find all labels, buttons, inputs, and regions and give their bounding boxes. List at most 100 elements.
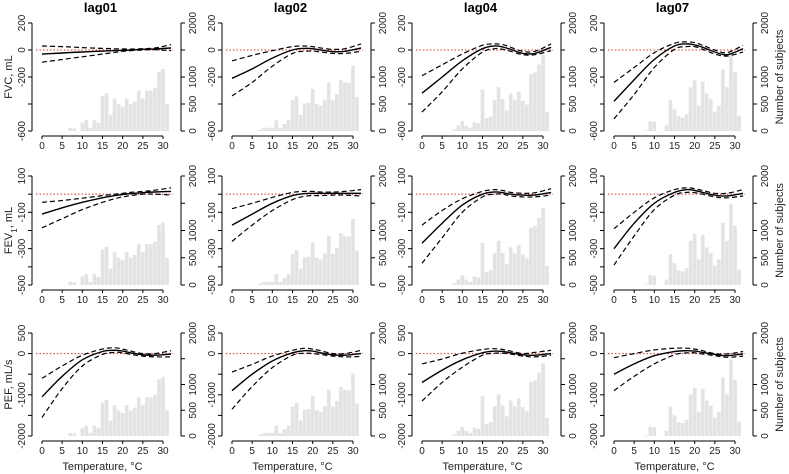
histogram-bar <box>464 430 469 436</box>
right-y-tick-label: 1000 <box>378 373 389 396</box>
right-y-tick-label: 2000 <box>568 11 579 34</box>
estimate-line <box>41 190 172 215</box>
ci-upper-line <box>613 347 744 359</box>
histogram-bar <box>96 276 101 285</box>
histogram-bar <box>508 93 513 131</box>
histogram-bar <box>278 127 283 131</box>
histogram-bar <box>713 265 717 285</box>
histogram-bar <box>132 407 137 436</box>
histogram-bar <box>500 99 505 131</box>
histogram-bar <box>541 363 545 436</box>
right-y-tick-label: 500 <box>760 249 771 266</box>
panel-lag01-row2 <box>28 332 185 444</box>
histogram-bar <box>545 417 549 436</box>
right-y-tick-label: 2000 <box>568 321 579 344</box>
histogram-bar <box>88 432 93 436</box>
histogram-bar <box>310 88 315 131</box>
x-tick-label: 20 <box>307 295 319 306</box>
right-y-tick-label: 1000 <box>760 65 771 88</box>
left-y-tick-label: 500 <box>17 324 28 341</box>
x-tick-label: 15 <box>477 295 489 306</box>
x-tick-label: 20 <box>117 446 129 457</box>
histogram-bar <box>696 411 701 436</box>
ci-lower-line <box>421 352 552 402</box>
ci-upper-line <box>41 347 172 379</box>
histogram-bar <box>262 432 267 436</box>
x-tick-label: 30 <box>537 141 549 152</box>
histogram-bar <box>648 275 653 285</box>
histogram-bar <box>351 373 355 436</box>
column-title-lag07: lag07 <box>656 0 689 15</box>
histogram-bar <box>331 406 335 436</box>
x-tick-label: 5 <box>249 295 255 306</box>
histogram-bar <box>644 130 649 131</box>
histogram-bar <box>347 236 351 285</box>
ylabel-main: FEV <box>3 232 15 254</box>
column-title-lag02: lag02 <box>274 0 307 15</box>
histogram-bar <box>684 268 689 285</box>
histogram-bar <box>278 281 283 285</box>
histogram-bar <box>533 380 537 436</box>
histogram-bar <box>737 269 741 285</box>
histogram-bar <box>326 235 331 285</box>
ylabel-tail: , mL <box>3 207 15 228</box>
histogram-bar <box>128 257 133 285</box>
histogram-bar <box>644 284 649 285</box>
left-y-tick-label: -300 <box>397 238 408 258</box>
histogram-bar <box>680 423 685 436</box>
histogram-bar <box>157 225 161 285</box>
panel-lag01-row1 <box>28 175 185 293</box>
histogram-bar <box>696 259 701 285</box>
histogram-bar <box>516 398 521 436</box>
ci-upper-line <box>613 187 744 230</box>
ci-lower-line <box>231 50 362 97</box>
x-tick-label: 20 <box>307 141 319 152</box>
histogram-bar <box>335 94 339 131</box>
ci-lower-line <box>231 352 362 410</box>
histogram-bar <box>104 246 109 285</box>
histogram-bar <box>84 425 89 436</box>
histogram-bar <box>161 222 165 285</box>
left-y-tick-label: -100 <box>207 202 218 222</box>
histogram-bar <box>652 427 657 436</box>
right-y-tick-label: 500 <box>568 401 579 418</box>
left-y-tick-label: 0 <box>17 47 28 53</box>
histogram-bar <box>290 100 295 131</box>
histogram-bar <box>104 399 109 436</box>
x-tick-label: 25 <box>327 141 339 152</box>
left-y-tick-label: 0 <box>589 350 600 356</box>
histogram-bar <box>100 95 105 131</box>
histogram-bar <box>688 87 693 131</box>
ci-lower-line <box>41 351 172 418</box>
histogram-bar <box>504 264 509 285</box>
histogram-bar <box>488 422 493 436</box>
ci-lower-line <box>613 191 744 266</box>
left-y-tick-label: -500 <box>17 275 28 295</box>
histogram-bar <box>80 122 85 131</box>
histogram-bar <box>700 234 705 285</box>
x-tick-label: 0 <box>611 295 617 306</box>
histogram-bar <box>108 114 113 131</box>
x-tick-label: 30 <box>347 295 359 306</box>
x-tick-label: 5 <box>249 446 255 457</box>
histogram-bar <box>92 425 97 436</box>
histogram-bar <box>145 397 149 436</box>
right-y-tick-label: 1000 <box>568 65 579 88</box>
histogram-bar <box>713 417 717 436</box>
histogram-bar <box>704 400 709 436</box>
histogram-bar <box>124 252 129 285</box>
histogram-bar <box>504 416 509 436</box>
histogram-bar <box>294 403 299 436</box>
left-y-tick-label: 500 <box>397 324 408 341</box>
histogram-bar <box>266 432 271 436</box>
histogram-bar <box>652 121 657 131</box>
histogram-bar <box>545 265 549 285</box>
histogram-bar <box>331 253 335 285</box>
x-tick-label: 30 <box>729 141 741 152</box>
histogram-bar <box>717 259 721 285</box>
histogram-bar <box>298 114 303 131</box>
x-tick-label: 10 <box>457 141 469 152</box>
x-tick-label: 30 <box>537 446 549 457</box>
histogram-bar <box>480 243 485 285</box>
histogram-bar <box>488 116 493 131</box>
